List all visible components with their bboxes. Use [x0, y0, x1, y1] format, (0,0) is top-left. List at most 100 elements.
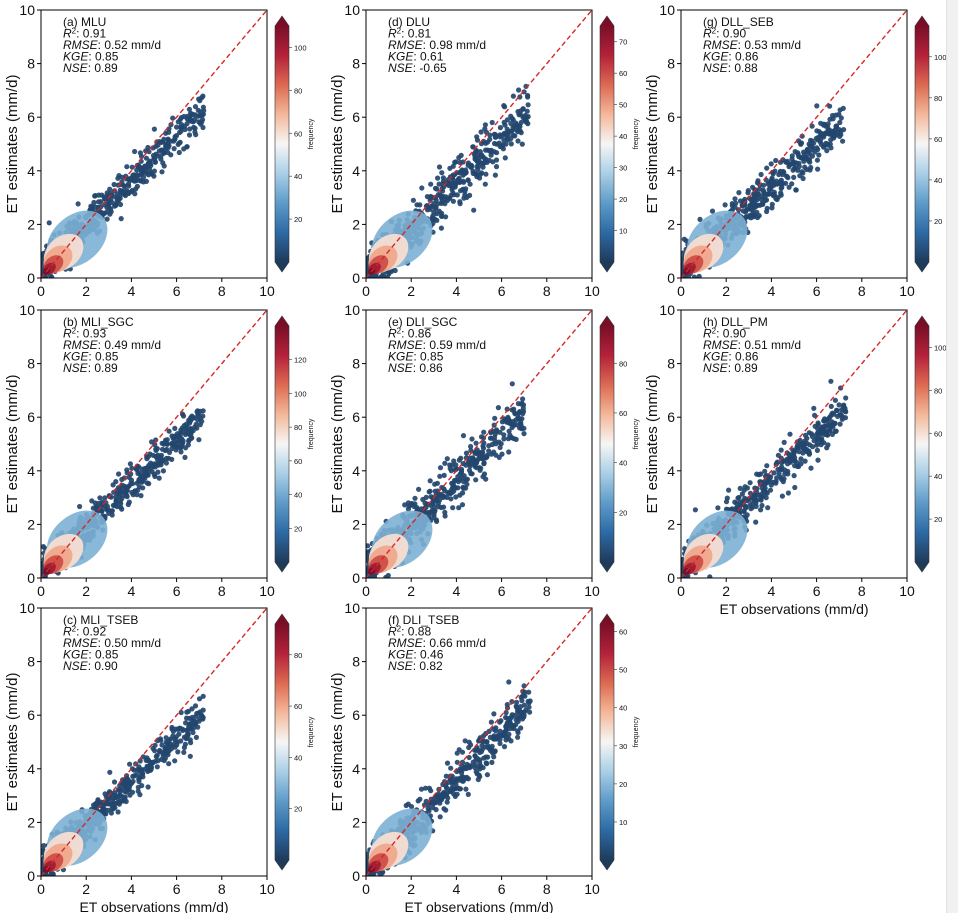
data-point	[129, 789, 136, 795]
data-point	[501, 432, 507, 438]
x-tick-label: 2	[722, 583, 730, 599]
y-tick-label: 4	[352, 163, 360, 179]
data-point	[146, 149, 152, 155]
colorbar-tick-label: 60	[619, 409, 627, 418]
data-point	[760, 480, 766, 486]
data-point	[781, 439, 787, 445]
data-point	[824, 432, 830, 438]
data-point	[808, 137, 814, 143]
data-point	[747, 206, 753, 212]
identity-line	[40, 607, 268, 877]
data-point	[799, 169, 805, 175]
colorbar-outline	[274, 613, 290, 871]
data-point	[804, 435, 810, 441]
data-point	[172, 425, 178, 431]
y-tick-label: 4	[27, 163, 35, 179]
data-point	[406, 503, 412, 509]
data-point	[418, 786, 425, 792]
data-point	[451, 791, 457, 797]
data-point	[444, 456, 450, 462]
stat-nse: NSE: 0.82	[388, 659, 443, 673]
data-point	[762, 191, 768, 197]
data-point	[186, 132, 193, 138]
colorbar-tick-label: 100	[294, 389, 307, 398]
data-point	[402, 502, 408, 508]
data-point	[841, 403, 847, 409]
x-tick-label: 10	[259, 881, 275, 897]
data-point	[441, 472, 447, 478]
x-tick-label: 6	[498, 283, 506, 299]
data-point	[451, 192, 457, 198]
data-point	[453, 462, 459, 468]
data-point	[117, 195, 123, 201]
data-point	[508, 141, 514, 147]
data-point	[491, 140, 498, 147]
data-point	[768, 161, 774, 167]
y-tick-label: 8	[27, 356, 35, 372]
data-point	[96, 192, 102, 198]
data-point	[729, 203, 736, 209]
y-tick-label: 10	[344, 302, 360, 318]
data-point	[177, 117, 183, 123]
data-point	[753, 503, 759, 509]
stat-r2: R2: 0.86	[388, 327, 431, 341]
data-point	[492, 172, 498, 178]
data-point	[489, 759, 495, 766]
y-tick-label: 10	[659, 2, 675, 18]
data-point	[503, 141, 509, 147]
data-point	[123, 489, 129, 495]
data-point	[180, 413, 187, 419]
data-point	[830, 112, 836, 119]
colorbar-tick-label: 50	[619, 101, 627, 110]
colorbar-extend-bottom	[275, 860, 289, 870]
data-point	[494, 150, 500, 156]
colorbar-extend-bottom	[600, 262, 614, 272]
data-point	[196, 437, 202, 443]
data-point	[483, 171, 489, 177]
x-tick-label: 4	[453, 881, 461, 897]
colorbar-outline	[914, 315, 930, 573]
data-point	[142, 163, 148, 169]
data-point	[470, 759, 476, 765]
colorbar: 20 40 60 80 100 frequency	[274, 15, 315, 273]
data-point	[777, 179, 783, 185]
data-point	[118, 216, 124, 222]
data-point	[811, 405, 817, 411]
data-point	[126, 499, 132, 505]
data-point	[126, 784, 133, 790]
y-tick-label: 8	[667, 56, 675, 72]
y-tick-label: 2	[352, 516, 360, 532]
data-point	[94, 504, 100, 510]
data-point	[461, 485, 467, 491]
panel-e: 0 2 4 6 8 10 0 2 4 6 8 10 ET estimates (mm/d) (e) DLI…	[329, 302, 640, 599]
data-point	[780, 458, 787, 464]
data-point	[200, 93, 206, 99]
data-point	[184, 424, 190, 430]
data-point	[469, 436, 475, 442]
data-point	[154, 456, 160, 462]
y-tick-label: 6	[352, 109, 360, 125]
data-point	[792, 484, 798, 491]
data-point	[747, 490, 754, 496]
x-axis-label: ET observations (mm/d)	[719, 601, 868, 617]
data-point	[467, 463, 473, 469]
data-point	[792, 149, 798, 155]
data-point	[435, 504, 441, 510]
data-point	[792, 455, 798, 461]
data-point	[504, 416, 510, 422]
y-axis-label: ET estimates (mm/d)	[329, 375, 346, 514]
data-point	[497, 143, 503, 150]
y-tick-label: 2	[352, 216, 360, 232]
data-point	[509, 699, 515, 705]
data-point	[443, 214, 449, 220]
data-point	[432, 488, 438, 494]
data-point	[741, 508, 747, 514]
data-point	[188, 740, 194, 746]
data-point	[458, 768, 464, 774]
data-point	[127, 761, 133, 767]
data-point	[458, 152, 464, 158]
data-point	[455, 485, 461, 491]
data-point	[459, 763, 465, 769]
data-point	[764, 208, 770, 215]
stat-kge: KGE: 0.46	[388, 648, 444, 662]
